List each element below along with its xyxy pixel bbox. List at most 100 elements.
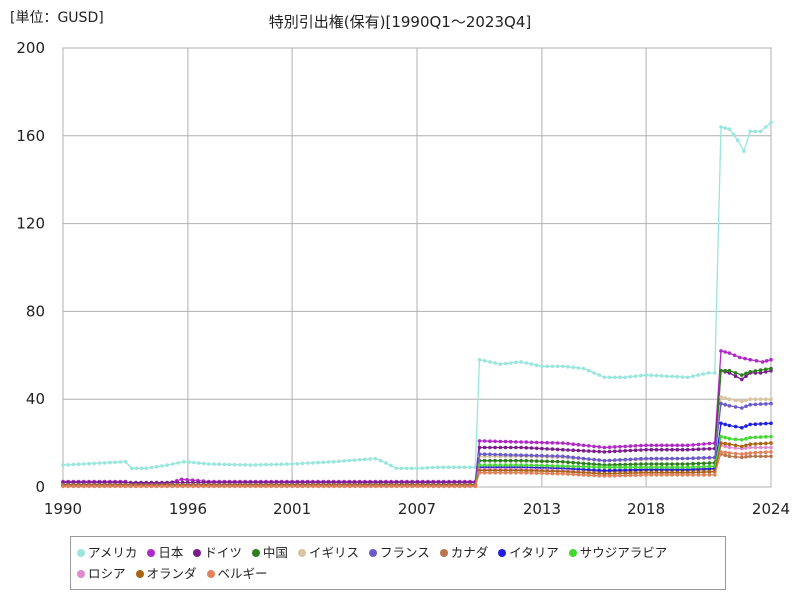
data-point bbox=[719, 434, 723, 439]
data-point bbox=[675, 456, 680, 461]
data-point bbox=[421, 484, 425, 489]
data-point bbox=[680, 443, 685, 448]
data-point bbox=[468, 484, 472, 489]
data-point bbox=[160, 464, 164, 468]
data-point bbox=[201, 484, 206, 489]
data-point bbox=[545, 440, 549, 445]
data-point bbox=[545, 471, 549, 476]
data-point bbox=[748, 435, 752, 440]
data-point bbox=[623, 457, 627, 462]
legend-marker bbox=[193, 549, 202, 557]
data-point bbox=[488, 360, 492, 364]
data-point bbox=[66, 463, 70, 467]
data-point bbox=[503, 439, 508, 444]
data-point bbox=[670, 465, 674, 470]
data-point bbox=[628, 444, 633, 448]
data-point bbox=[719, 368, 723, 373]
data-point bbox=[659, 374, 664, 378]
data-point bbox=[581, 464, 586, 469]
data-point bbox=[675, 462, 680, 466]
data-point bbox=[488, 452, 492, 457]
data-point bbox=[253, 463, 258, 467]
data-point bbox=[581, 366, 586, 371]
data-point bbox=[581, 449, 586, 453]
series-ドイツ bbox=[61, 368, 773, 485]
data-point bbox=[576, 448, 581, 453]
legend-item: カナダ bbox=[439, 542, 488, 563]
data-point bbox=[540, 471, 544, 476]
data-point bbox=[613, 458, 617, 462]
data-point bbox=[550, 447, 555, 451]
data-point bbox=[727, 451, 732, 455]
data-point bbox=[702, 464, 706, 469]
data-point bbox=[618, 468, 622, 472]
data-point bbox=[618, 375, 622, 380]
data-point bbox=[76, 462, 81, 467]
data-point bbox=[744, 446, 748, 450]
data-point bbox=[764, 445, 768, 450]
data-point bbox=[305, 461, 310, 465]
data-point bbox=[488, 439, 492, 444]
data-point bbox=[92, 461, 96, 466]
data-point bbox=[290, 462, 294, 466]
data-point bbox=[441, 465, 446, 470]
data-point bbox=[514, 470, 518, 475]
data-point bbox=[508, 453, 513, 457]
data-point bbox=[644, 373, 648, 377]
data-point bbox=[639, 465, 643, 470]
data-point bbox=[670, 456, 674, 461]
data-point bbox=[576, 472, 581, 477]
data-point bbox=[321, 484, 326, 489]
legend-label: フランス bbox=[379, 545, 430, 560]
data-point bbox=[685, 456, 690, 461]
data-point bbox=[723, 368, 727, 373]
data-point bbox=[477, 470, 482, 475]
data-point bbox=[545, 364, 549, 369]
data-point bbox=[764, 454, 768, 459]
data-point bbox=[691, 443, 695, 447]
data-point bbox=[92, 484, 96, 489]
data-point bbox=[482, 458, 487, 463]
data-point bbox=[61, 463, 65, 467]
data-point bbox=[550, 364, 555, 369]
data-point bbox=[727, 351, 732, 355]
legend-marker bbox=[77, 570, 85, 578]
data-point bbox=[477, 445, 482, 450]
data-point bbox=[71, 462, 76, 467]
data-point bbox=[764, 450, 768, 455]
data-point bbox=[702, 456, 706, 460]
data-point bbox=[71, 484, 76, 489]
data-point bbox=[748, 442, 752, 447]
data-point bbox=[561, 464, 565, 468]
data-point bbox=[446, 465, 451, 470]
data-point bbox=[592, 465, 596, 469]
data-point bbox=[363, 457, 367, 462]
data-point bbox=[524, 459, 529, 463]
legend: アメリカ 日本 ドイツ 中国 イギリス フランス カナダ イタリア サウジアラビアロシア オランダ… bbox=[70, 536, 726, 590]
data-point bbox=[639, 373, 643, 378]
data-point bbox=[410, 484, 415, 489]
data-point bbox=[264, 484, 268, 489]
data-point bbox=[758, 450, 763, 455]
data-point bbox=[633, 473, 638, 478]
x-tick-label: 2001 bbox=[273, 500, 311, 518]
data-point bbox=[482, 439, 487, 443]
data-point bbox=[524, 453, 529, 458]
data-point bbox=[696, 447, 701, 452]
data-point bbox=[649, 462, 654, 466]
data-point bbox=[628, 473, 633, 478]
data-point bbox=[534, 471, 539, 475]
data-point bbox=[744, 443, 748, 448]
data-point bbox=[389, 484, 394, 489]
data-point bbox=[701, 372, 706, 376]
data-point bbox=[719, 450, 723, 454]
data-point bbox=[592, 444, 596, 449]
data-point bbox=[353, 484, 357, 489]
data-point bbox=[581, 443, 586, 448]
data-point bbox=[723, 402, 727, 407]
data-point bbox=[202, 461, 206, 466]
data-point bbox=[436, 484, 441, 489]
data-point bbox=[269, 484, 274, 489]
data-point bbox=[758, 368, 763, 372]
data-point bbox=[503, 463, 508, 467]
